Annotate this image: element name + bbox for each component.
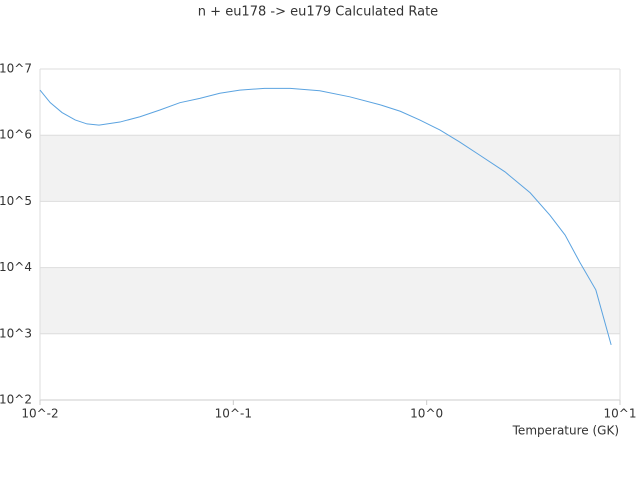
y-tick-label: 10^5 (0, 194, 32, 208)
y-tick-label: 10^4 (0, 260, 32, 274)
x-tick-label: 10^-2 (21, 407, 58, 421)
y-tick-label: 10^6 (0, 128, 32, 142)
x-tick-label: 10^0 (410, 407, 443, 421)
x-tick-label: 10^1 (604, 407, 637, 421)
chart-title: n + eu178 -> eu179 Calculated Rate (198, 5, 438, 20)
y-tick-label: 10^2 (0, 393, 32, 407)
grid-band (40, 267, 620, 334)
y-tick-label: 10^3 (0, 326, 32, 340)
y-tick-label: 10^7 (0, 62, 32, 76)
x-tick-label: 10^-1 (215, 407, 252, 421)
grid-band (40, 135, 620, 202)
x-axis-label: Temperature (GK) (512, 424, 619, 438)
plot-background (40, 135, 620, 334)
data-line (39, 87, 612, 346)
